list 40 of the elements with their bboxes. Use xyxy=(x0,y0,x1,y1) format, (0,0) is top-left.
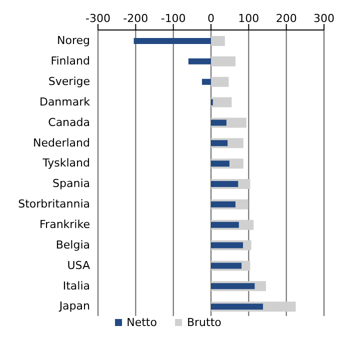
x-tick-label: 200 xyxy=(276,12,297,25)
bar xyxy=(211,36,225,46)
bar xyxy=(211,262,242,269)
bar xyxy=(211,283,255,290)
bar xyxy=(211,222,239,228)
bar xyxy=(211,120,226,126)
y-tick-label: Nederland xyxy=(32,136,90,150)
bar xyxy=(211,201,236,208)
bar xyxy=(211,97,232,108)
legend-label: Netto xyxy=(126,316,157,329)
legend-label: Brutto xyxy=(186,316,222,329)
bar xyxy=(202,78,211,85)
bar xyxy=(188,58,211,64)
y-tick-label: Italia xyxy=(62,279,90,292)
bar xyxy=(211,76,229,87)
x-tick-label: -100 xyxy=(160,12,186,25)
bar xyxy=(211,56,236,66)
x-tick-label: 0 xyxy=(208,12,214,25)
y-tick-label: Tyskland xyxy=(42,156,90,170)
x-tick-label: 300 xyxy=(314,12,334,25)
bar xyxy=(211,160,230,167)
bar xyxy=(211,304,263,310)
x-tick-label: 100 xyxy=(238,12,260,25)
y-tick-label: Noreg xyxy=(57,34,90,48)
y-tick-label: Spania xyxy=(52,177,90,190)
y-tick-label: Finland xyxy=(50,54,90,68)
bar xyxy=(211,181,238,187)
y-tick-label: Storbritannia xyxy=(18,198,90,211)
y-tick-label: Belgia xyxy=(56,238,90,252)
y-tick-label: Danmark xyxy=(39,95,91,108)
x-tick-label: -300 xyxy=(86,12,110,25)
y-tick-label: Japan xyxy=(58,300,90,313)
y-tick-label: Sverige xyxy=(48,74,90,88)
x-tick-label: -200 xyxy=(123,12,148,25)
bar xyxy=(211,140,228,146)
bar xyxy=(211,242,244,248)
y-tick-label: Canada xyxy=(48,116,90,129)
y-tick-label: USA xyxy=(67,258,90,272)
y-tick-label: Frankrike xyxy=(40,218,90,231)
bar xyxy=(134,38,211,44)
